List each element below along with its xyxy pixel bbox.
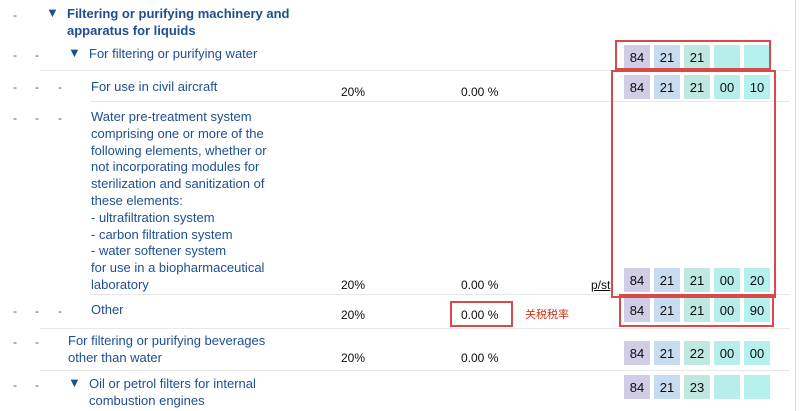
code-segment: 21 [684, 268, 710, 292]
code-segment: 21 [654, 75, 680, 99]
indent-dash: - [13, 304, 17, 318]
indent-dash: - [58, 304, 62, 318]
indent-dash: - [13, 48, 17, 62]
indent-dash: - [35, 304, 39, 318]
code-segment: 84 [624, 75, 650, 99]
indent-dash: - [13, 8, 17, 22]
indent-dash: - [35, 80, 39, 94]
code-segment: 23 [684, 375, 710, 399]
indent-dash: - [13, 80, 17, 94]
row-divider [90, 101, 790, 102]
row-divider [90, 294, 790, 295]
code-segment: 20 [744, 268, 770, 292]
code-segment: 84 [624, 268, 650, 292]
indent-dash: - [13, 335, 17, 349]
code-segment [714, 45, 740, 69]
third-country-duty: 20% [341, 351, 366, 365]
commodity-description[interactable]: For filtering or purifying water [89, 46, 258, 61]
conditions-link[interactable]: p/st [591, 278, 611, 292]
commodity-description[interactable]: For use in civil aircraft [91, 79, 218, 94]
code-segment: 90 [744, 298, 770, 322]
code-segment: 84 [624, 341, 650, 365]
code-segment: 21 [654, 298, 680, 322]
tariff-rate: 0.00 % [461, 308, 499, 322]
code-segment: 84 [624, 298, 650, 322]
commodity-description[interactable]: Oil or petrol filters for internal combu… [89, 376, 256, 408]
code-segment: 00 [744, 341, 770, 365]
commodity-description[interactable]: Filtering or purifying machinery and app… [67, 6, 290, 38]
code-segment: 21 [654, 341, 680, 365]
commodity-description[interactable]: Water pre-treatment system comprising on… [91, 109, 267, 292]
tariff-rate: 0.00 % [461, 278, 499, 292]
tariff-rate: 0.00 % [461, 85, 499, 99]
code-segment [744, 45, 770, 69]
page-edge-divider [795, 0, 796, 411]
code-segment: 22 [684, 341, 710, 365]
indent-dash: - [35, 335, 39, 349]
code-segment: 84 [624, 375, 650, 399]
code-segment: 10 [744, 75, 770, 99]
triangle-down-icon[interactable]: ▼ [46, 5, 59, 20]
commodity-description[interactable]: For filtering or purifying beverages oth… [68, 333, 266, 365]
code-segment: 00 [714, 75, 740, 99]
third-country-duty: 20% [341, 278, 366, 292]
code-segment: 00 [714, 268, 740, 292]
highlight-box-subheading-codes [611, 70, 776, 298]
code-segment: 00 [714, 298, 740, 322]
commodity-description[interactable]: Other [91, 302, 124, 317]
code-segment: 21 [684, 75, 710, 99]
code-segment: 21 [654, 375, 680, 399]
indent-dash: - [13, 111, 17, 125]
third-country-duty: 20% [341, 308, 366, 322]
row-divider [40, 328, 790, 329]
indent-dash: - [58, 111, 62, 125]
code-segment: 21 [684, 298, 710, 322]
triangle-down-icon[interactable]: ▼ [68, 375, 81, 390]
code-segment [744, 375, 770, 399]
annotation-label: 关税税率 [525, 309, 569, 321]
triangle-down-icon[interactable]: ▼ [68, 45, 81, 60]
indent-dash: - [35, 111, 39, 125]
third-country-duty: 20% [341, 85, 366, 99]
code-segment [714, 375, 740, 399]
indent-dash: - [35, 48, 39, 62]
indent-dash: - [58, 80, 62, 94]
indent-dash: - [13, 378, 17, 392]
indent-dash: - [35, 378, 39, 392]
code-segment: 21 [654, 268, 680, 292]
code-segment: 21 [684, 45, 710, 69]
code-segment: 84 [624, 45, 650, 69]
code-segment: 00 [714, 341, 740, 365]
row-divider [40, 370, 790, 371]
tariff-rate: 0.00 % [461, 351, 499, 365]
row-divider [40, 70, 790, 71]
code-segment: 21 [654, 45, 680, 69]
